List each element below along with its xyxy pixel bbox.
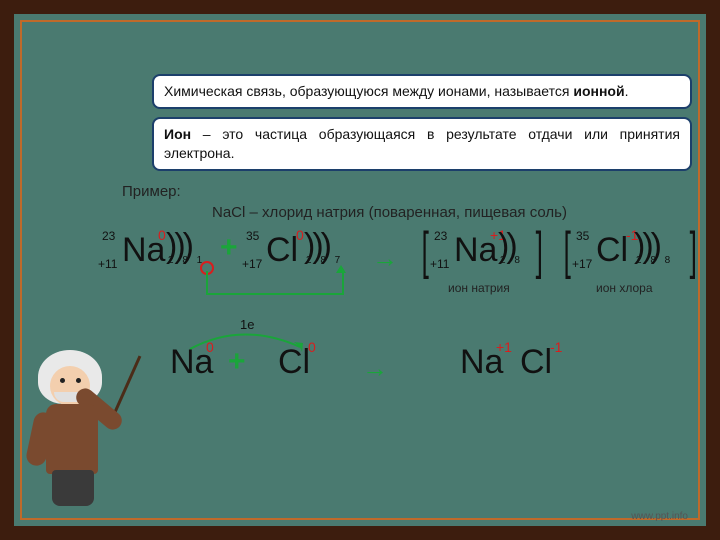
teacher-legs [52,470,94,506]
na-ox: 0 [158,227,166,243]
ion-na: 23 +11 Na +1 [454,235,497,266]
definition-ion: Ион – это частица образующаяся в результ… [152,117,692,171]
example-label: Пример: [122,183,692,200]
cl-ion-shell-nums: 2 8 8 [636,255,673,266]
short-cl-sym: Cl [278,347,310,378]
short-cl: Cl 0 [278,347,310,378]
one-electron-label: 1e [240,317,254,332]
na-ion-mass: 23 [434,229,447,243]
na-ion-z: +11 [430,257,449,271]
def2-bold: Ион [164,126,191,142]
slide-frame: Химическая связь, образующуюся между ион… [0,0,720,540]
bracket-na-r: ] [536,221,543,281]
na-ion-shell-nums: 2 8 [500,255,523,266]
teacher-eye-l [60,378,65,383]
yields-arrow-2: → [362,353,388,384]
cl-ox: 0 [296,227,304,243]
board-area: Химическая связь, образующуюся между ион… [42,42,678,498]
short-na-ion: Na +1 [460,347,503,378]
electron-transfer-arrow [206,271,344,295]
cl-mass: 35 [246,229,259,243]
def1-text-a: Химическая связь, образующуюся между ион… [164,83,573,99]
teacher-body [46,404,98,474]
definition-ionic-bond: Химическая связь, образующуюся между ион… [152,74,692,109]
cl-symbol: Cl [266,235,298,266]
plus-2: + [228,345,246,379]
ion-cl: 35 +17 Cl -1 [596,235,628,266]
cl-ion-symbol: Cl [596,235,628,266]
bracket-na-l: [ [422,221,429,281]
def2-text: – это частица образующаяся в результате … [164,126,680,161]
cl-z: +17 [242,257,262,271]
plus-1: + [220,231,238,265]
short-na: Na 0 [170,347,213,378]
atom-cl: 35 +17 Cl 0 [266,235,298,266]
na-mass: 23 [102,229,115,243]
ion-na-label: ион натрия [448,281,510,295]
na-shell-nums: 2 8 1 [168,255,205,266]
reaction-row-shells: 23 +11 Na 0 ))) 2 8 1 + 35 +17 Cl 0 ))) … [92,225,692,335]
footer-url: www.ppt.info [631,511,688,522]
cl-ion-z: +17 [572,257,592,271]
content: Химическая связь, образующуюся между ион… [152,74,692,405]
electron-transfer-arrowhead [336,265,346,273]
short-cl-ox: 0 [308,339,316,355]
short-na-ion-ox: +1 [496,339,512,355]
teacher-illustration [24,332,134,512]
compound-label: NaCl – хлорид натрия (поваренная, пищева… [212,204,692,221]
cl-ion-mass: 35 [576,229,589,243]
short-cl-ion-ox: -1 [550,339,562,355]
def1-bold: ионной [573,83,624,99]
short-cl-ion: Cl -1 [520,347,552,378]
bracket-cl-l: [ [564,221,571,281]
teacher-eye-r [76,378,81,383]
def1-text-c: . [625,83,629,99]
bracket-cl-r: ] [690,221,697,281]
na-z: +11 [98,257,117,271]
reaction-row-short: 1e Na 0 + Cl 0 → Na +1 Cl -1 [92,325,692,405]
yields-arrow-1: → [372,243,398,274]
ion-cl-label: ион хлора [596,281,653,295]
short-na-ox: 0 [206,339,214,355]
short-cl-ion-sym: Cl [520,347,552,378]
atom-na: 23 +11 Na 0 [122,235,165,266]
